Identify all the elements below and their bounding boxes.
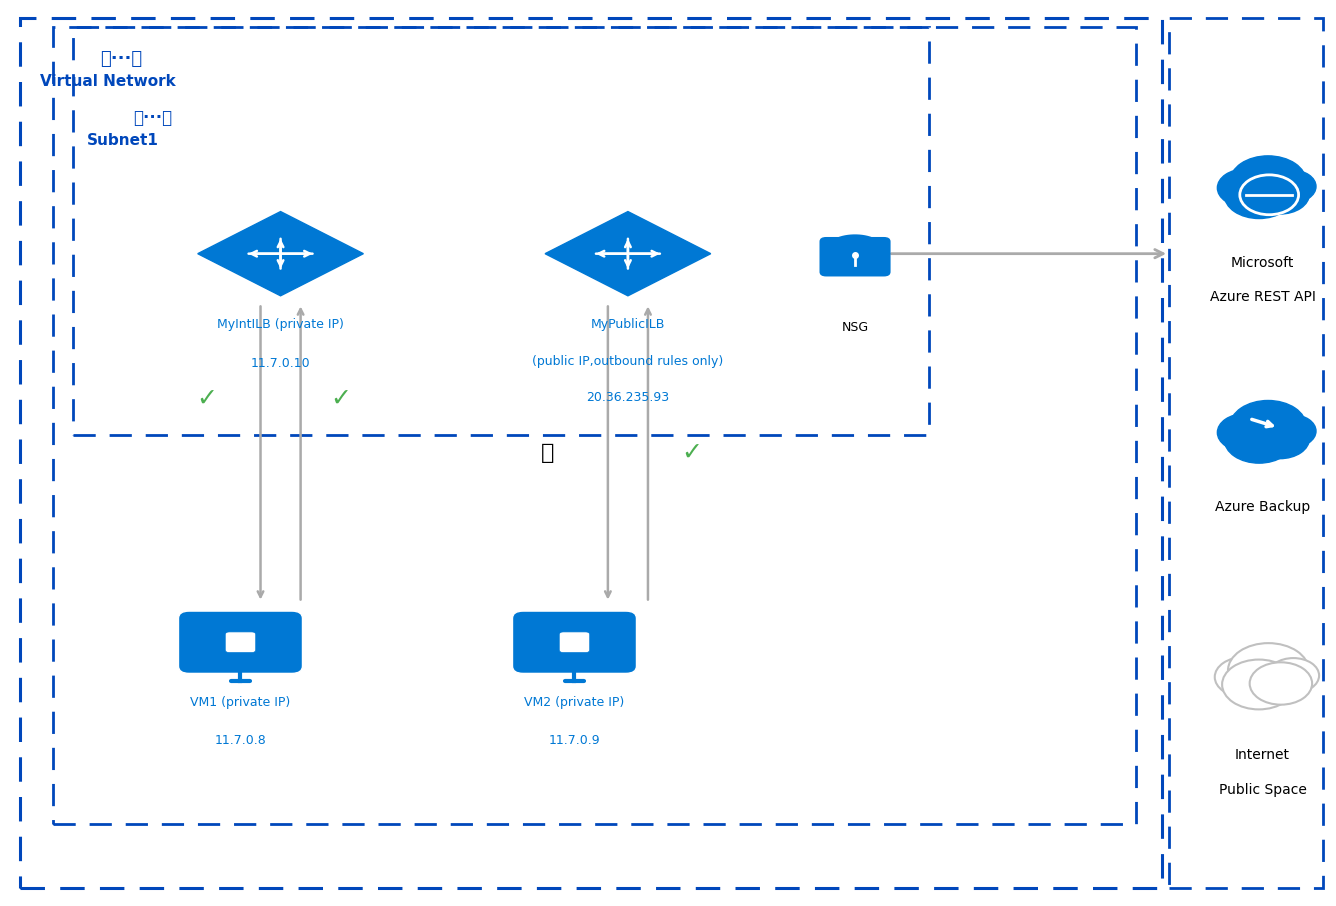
- Text: VM1 (private IP): VM1 (private IP): [190, 696, 291, 709]
- Text: ✓: ✓: [681, 441, 703, 465]
- Text: Public Space: Public Space: [1218, 783, 1307, 796]
- Text: 11.7.0.9: 11.7.0.9: [549, 734, 600, 747]
- Circle shape: [1230, 400, 1307, 452]
- Text: Virtual Network: Virtual Network: [40, 74, 176, 89]
- Circle shape: [1268, 170, 1316, 203]
- Text: MyIntILB (private IP): MyIntILB (private IP): [218, 319, 343, 332]
- Text: Internet: Internet: [1234, 748, 1291, 762]
- Text: VM2 (private IP): VM2 (private IP): [524, 696, 625, 709]
- Circle shape: [1268, 415, 1316, 448]
- FancyBboxPatch shape: [179, 611, 302, 673]
- Text: NSG: NSG: [842, 321, 868, 333]
- Text: (public IP,outbound rules only): (public IP,outbound rules only): [532, 354, 724, 368]
- Text: 〈···〉: 〈···〉: [134, 109, 172, 127]
- Circle shape: [1250, 174, 1309, 214]
- Text: Azure Backup: Azure Backup: [1214, 500, 1311, 515]
- Circle shape: [1230, 156, 1307, 207]
- Circle shape: [1214, 657, 1273, 697]
- Circle shape: [1217, 169, 1273, 207]
- Circle shape: [1250, 419, 1309, 458]
- Text: Azure REST API: Azure REST API: [1209, 290, 1316, 304]
- Circle shape: [1222, 660, 1296, 709]
- Text: 11.7.0.8: 11.7.0.8: [215, 734, 266, 747]
- Circle shape: [1268, 658, 1319, 693]
- FancyBboxPatch shape: [560, 631, 589, 652]
- Text: ✓: ✓: [330, 387, 351, 410]
- Circle shape: [1224, 171, 1293, 218]
- Circle shape: [1224, 416, 1293, 463]
- Text: MyPublicILB: MyPublicILB: [591, 319, 665, 332]
- Polygon shape: [545, 212, 711, 295]
- Text: 20.36.235.93: 20.36.235.93: [587, 391, 669, 404]
- Polygon shape: [198, 212, 363, 295]
- Text: 11.7.0.10: 11.7.0.10: [251, 358, 310, 371]
- Text: Microsoft: Microsoft: [1230, 255, 1295, 270]
- Text: 🚫: 🚫: [541, 443, 554, 463]
- FancyBboxPatch shape: [819, 237, 891, 276]
- FancyBboxPatch shape: [226, 631, 255, 652]
- Text: 〈···〉: 〈···〉: [100, 50, 143, 68]
- Text: Subnet1: Subnet1: [87, 133, 159, 148]
- Text: ✓: ✓: [196, 387, 218, 410]
- Circle shape: [1249, 662, 1312, 705]
- FancyBboxPatch shape: [513, 611, 636, 673]
- Circle shape: [1217, 414, 1273, 451]
- Circle shape: [1228, 643, 1309, 698]
